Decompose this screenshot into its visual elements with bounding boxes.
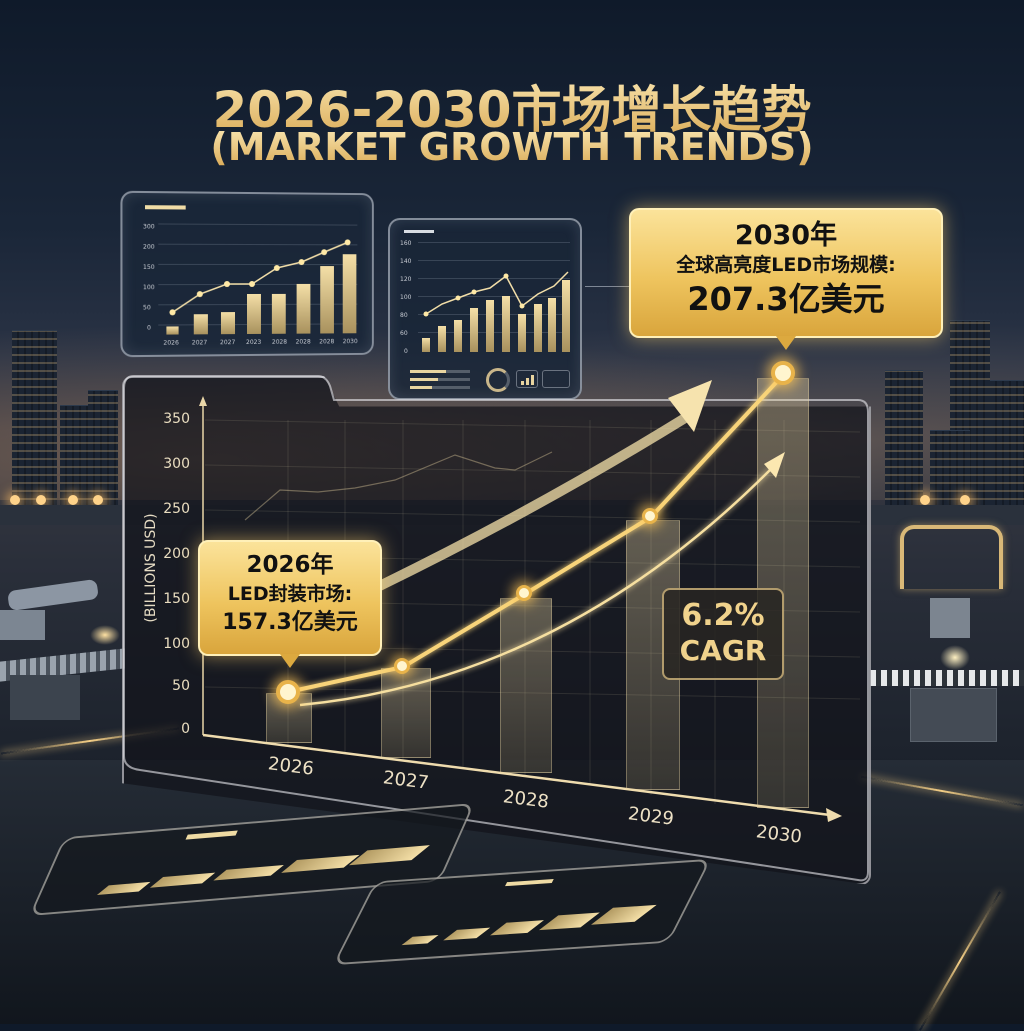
cagr-value: 6.2% — [681, 598, 765, 633]
street-lamp — [10, 495, 20, 505]
callout-2026-year: 2026年 — [246, 552, 334, 578]
building — [60, 405, 90, 506]
mini-bar — [486, 300, 494, 352]
faint-background-line — [244, 451, 553, 521]
building — [990, 380, 1024, 506]
building — [930, 430, 970, 506]
y-tick: 250 — [163, 501, 190, 517]
mini-bar — [518, 314, 526, 352]
big-trend-arrow — [335, 410, 695, 610]
callout-2026-value: 157.3亿美元 — [222, 610, 358, 635]
donut-gauge-icon — [486, 368, 510, 392]
mini-ytick: 120 — [400, 276, 412, 283]
robot-arm-icon — [0, 578, 125, 720]
callout-2026-label: LED封装市场: — [227, 583, 353, 605]
mini-bar — [534, 304, 542, 352]
data-point-2028 — [516, 585, 532, 601]
conveyor-machine-icon — [870, 520, 1024, 742]
mini-ytick: 0 — [404, 348, 408, 355]
mini-chart-left: 300 200 150 100 50 0 2026 2027 2027 2023… — [120, 190, 374, 358]
street-lamp — [960, 495, 970, 505]
mini-bar — [562, 280, 570, 352]
connector-line — [585, 286, 630, 287]
cagr-curve — [299, 469, 771, 707]
panel-header-bar — [404, 230, 434, 233]
street-lamp — [68, 495, 78, 505]
y-tick: 50 — [172, 678, 190, 694]
page-subtitle: (MARKET GROWTH TRENDS) — [0, 125, 1024, 169]
y-tick: 0 — [181, 721, 190, 737]
callout-2030: 2030年 全球高亮度LED市场规模: 207.3亿美元 — [629, 208, 943, 350]
mini-bar — [548, 298, 556, 352]
callout-2030-value: 207.3亿美元 — [687, 280, 885, 318]
y-axis-label: (BILLIONS USD) — [143, 513, 159, 623]
data-point-2026 — [276, 680, 300, 704]
mini-trend-line — [158, 223, 357, 334]
street-lamp — [93, 495, 103, 505]
y-tick: 150 — [163, 591, 190, 607]
mini-bar — [438, 326, 446, 352]
data-point-2029 — [642, 508, 658, 524]
building — [12, 330, 57, 506]
mini-bar — [502, 296, 510, 352]
y-tick: 350 — [163, 411, 190, 427]
cagr-arrowhead — [764, 452, 785, 478]
y-tick: 300 — [163, 456, 190, 472]
y-tick: 200 — [163, 546, 190, 562]
building — [885, 370, 923, 506]
callout-2030-label: 全球高亮度LED市场规模: — [676, 254, 896, 276]
mini-ytick: 100 — [400, 294, 412, 301]
cagr-badge: 6.2% CAGR — [662, 588, 784, 680]
mini-ytick: 140 — [400, 258, 412, 265]
y-tick: 100 — [163, 636, 190, 652]
callout-2026: 2026年 LED封装市场: 157.3亿美元 — [198, 540, 382, 668]
street-lamp — [920, 495, 930, 505]
mini-bar — [470, 308, 478, 352]
bar-chart-icon — [516, 370, 538, 388]
mini-ytick: 80 — [400, 312, 408, 319]
progress-bars — [410, 370, 480, 390]
data-point-2027 — [394, 658, 410, 674]
street-lamp — [36, 495, 46, 505]
building — [88, 390, 118, 506]
mini-bar — [454, 320, 462, 352]
page-title: 2026-2030市场增长趋势 — [0, 70, 1024, 142]
mini-ytick: 60 — [400, 330, 408, 337]
mini-trend-line — [423, 271, 569, 317]
mini-ytick: 160 — [400, 240, 412, 247]
cagr-label: CAGR — [679, 634, 767, 667]
toggle-icon — [542, 370, 570, 388]
callout-2030-year: 2030年 — [734, 220, 838, 251]
chart-bar-2028 — [500, 598, 552, 773]
data-point-2030 — [771, 361, 795, 385]
big-arrowhead — [668, 380, 712, 432]
mini-bar — [422, 338, 430, 352]
